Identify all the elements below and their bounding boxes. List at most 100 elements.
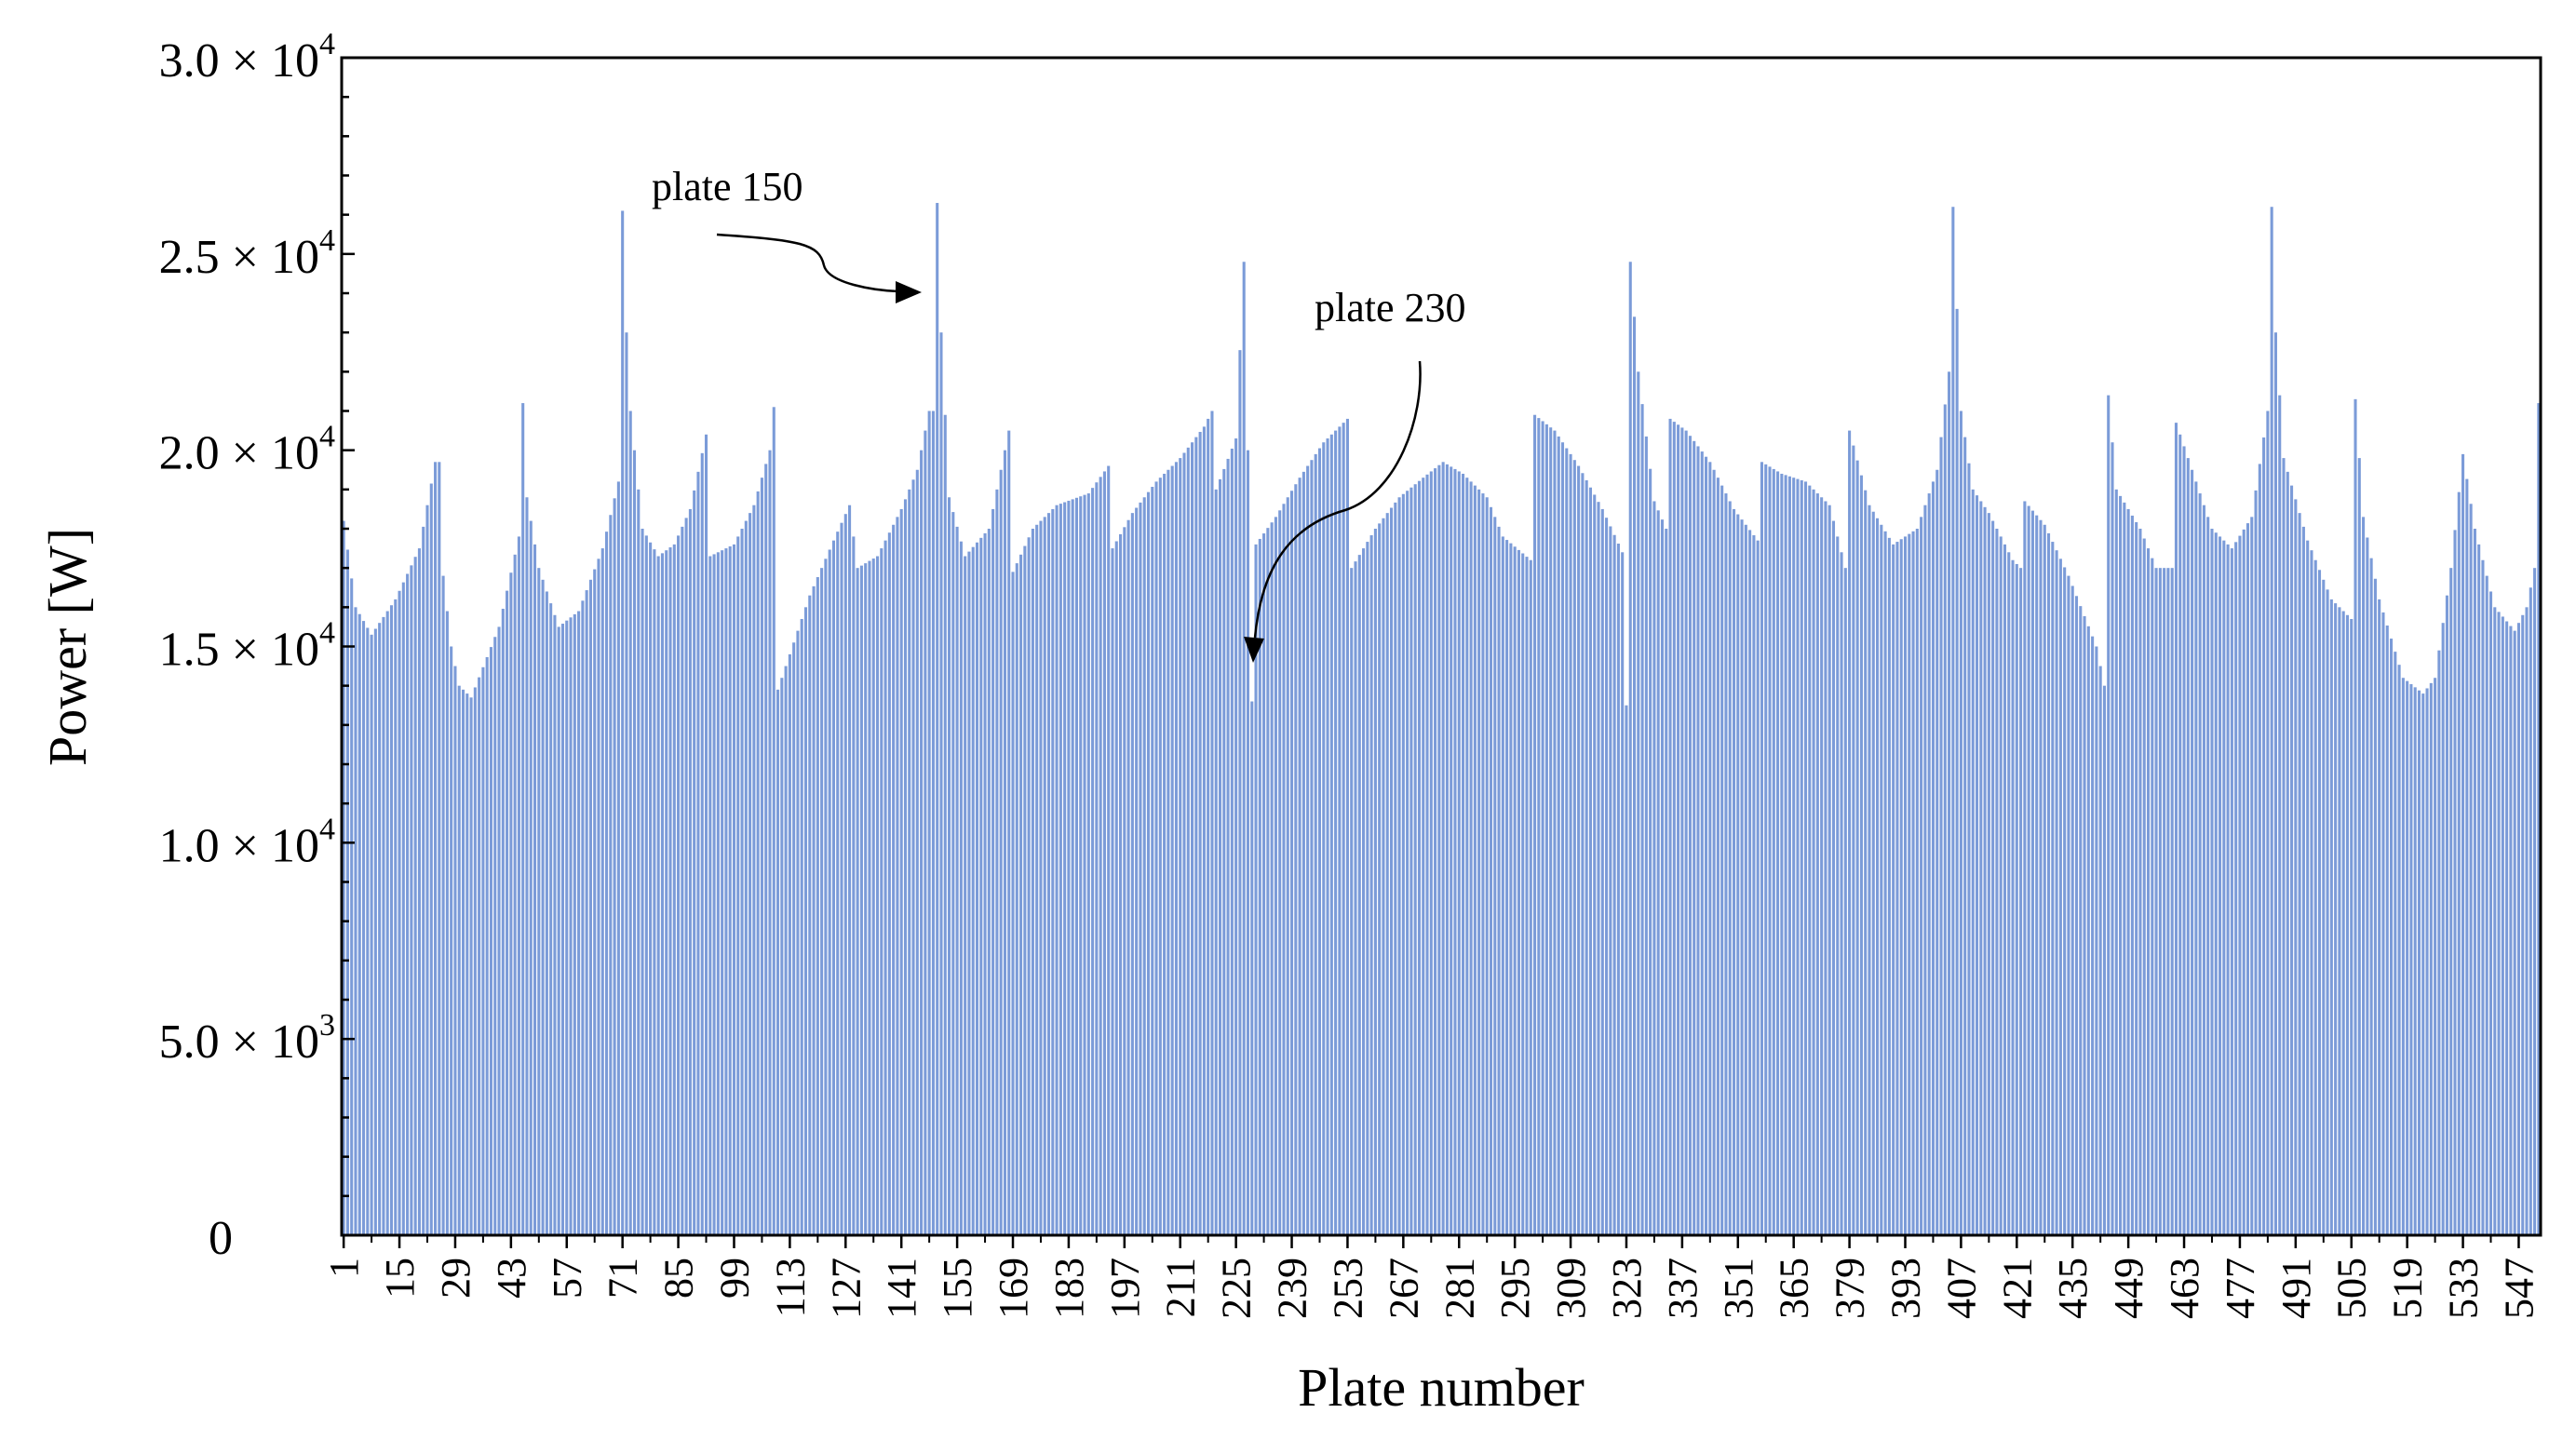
bar-plate-404 — [1948, 371, 1951, 1236]
bar-plate-157 — [964, 556, 967, 1235]
bar-plate-509 — [2366, 537, 2369, 1235]
bar-plate-448 — [2123, 502, 2126, 1235]
bar-plate-189 — [1091, 488, 1095, 1235]
bar-plate-499 — [2326, 589, 2329, 1235]
bar-plate-372 — [1820, 497, 1824, 1235]
x-axis-title: Plate number — [1298, 1357, 1585, 1418]
bar-plate-370 — [1812, 489, 1815, 1235]
bar-plate-259 — [1369, 535, 1373, 1235]
bar-plate-387 — [1880, 524, 1883, 1235]
bar-plate-270 — [1413, 484, 1417, 1235]
bar-plate-199 — [1130, 513, 1134, 1235]
bar-plate-117 — [803, 607, 808, 1235]
bar-plate-494 — [2306, 540, 2310, 1235]
bar-plate-312 — [1581, 473, 1585, 1235]
bar-plate-485 — [2270, 207, 2273, 1236]
bar-plate-165 — [995, 489, 999, 1235]
x-tick-label: 169 — [991, 1258, 1036, 1319]
bar-plate-278 — [1445, 464, 1449, 1236]
bar-plate-220 — [1214, 489, 1218, 1235]
bar-plate-531 — [2453, 530, 2457, 1235]
bar-plate-322 — [1621, 552, 1625, 1235]
bar-plate-371 — [1815, 493, 1819, 1235]
bar-plate-351 — [1736, 514, 1740, 1235]
bar-plate-427 — [2039, 519, 2043, 1235]
bar-plate-326 — [1637, 371, 1640, 1236]
bar-plate-69 — [613, 498, 616, 1235]
x-tick-label: 477 — [2218, 1258, 2263, 1319]
bar-plate-463 — [2182, 446, 2186, 1235]
bar-plate-380 — [1852, 445, 1855, 1235]
bar-plate-247 — [1322, 442, 1326, 1236]
bar-plate-99 — [732, 544, 736, 1235]
bar-plate-320 — [1612, 534, 1616, 1235]
bar-plate-119 — [812, 585, 816, 1235]
bar-plate-469 — [2206, 517, 2210, 1235]
bar-plate-93 — [708, 556, 712, 1235]
bar-plate-76 — [641, 529, 644, 1235]
bar-plate-82 — [665, 550, 668, 1235]
bar-plate-552 — [2537, 403, 2541, 1235]
bar-plate-206 — [1158, 478, 1162, 1235]
bar-plate-345 — [1712, 469, 1716, 1235]
bar-plate-228 — [1246, 450, 1250, 1235]
bar-plate-285 — [1473, 485, 1477, 1235]
bar-plate-383 — [1864, 490, 1868, 1235]
bar-plate-524 — [2425, 688, 2429, 1235]
bar-plate-148 — [927, 410, 931, 1235]
bar-plate-354 — [1748, 530, 1752, 1235]
bar-plate-185 — [1074, 497, 1079, 1235]
bar-plate-32 — [465, 693, 469, 1235]
bar-plate-183 — [1067, 500, 1071, 1235]
bar-plate-304 — [1549, 427, 1553, 1236]
bar-plate-94 — [712, 554, 716, 1235]
bar-plate-425 — [2030, 510, 2034, 1235]
bar-plate-65 — [597, 559, 600, 1235]
bar-plate-355 — [1752, 535, 1756, 1235]
bar-plate-286 — [1477, 489, 1481, 1235]
bar-plate-116 — [800, 618, 803, 1235]
bar-plate-363 — [1784, 475, 1787, 1235]
bar-plate-243 — [1306, 465, 1310, 1235]
bar-plate-190 — [1095, 482, 1099, 1235]
bar-plate-234 — [1270, 522, 1274, 1235]
bar-plate-489 — [2286, 471, 2289, 1235]
bar-plate-299 — [1529, 559, 1532, 1235]
bar-plate-34 — [473, 687, 477, 1235]
bar-plate-9 — [373, 628, 377, 1235]
bar-plate-153 — [948, 497, 951, 1235]
bar-plate-291 — [1497, 526, 1501, 1235]
bar-plate-462 — [2178, 434, 2182, 1235]
bar-plate-347 — [1720, 485, 1724, 1235]
bar-plate-308 — [1565, 448, 1569, 1235]
bar-plate-269 — [1409, 487, 1413, 1235]
bar-plate-443 — [2102, 685, 2106, 1235]
bar-plate-192 — [1102, 471, 1106, 1235]
bar-plate-29 — [453, 666, 457, 1235]
bar-plate-109 — [772, 407, 775, 1235]
bar-plate-179 — [1051, 508, 1055, 1235]
bar-plate-160 — [975, 542, 979, 1235]
bar-plate-335 — [1672, 422, 1676, 1236]
bar-plate-169 — [1011, 572, 1015, 1235]
bar-plate-478 — [2242, 529, 2246, 1235]
bar-plate-449 — [2126, 508, 2130, 1235]
bar-plate-96 — [721, 550, 724, 1235]
x-tick-label: 211 — [1158, 1258, 1204, 1317]
bar-plate-486 — [2273, 332, 2277, 1235]
bar-plate-194 — [1111, 548, 1114, 1235]
bar-plate-534 — [2465, 478, 2469, 1235]
bar-plate-267 — [1401, 493, 1405, 1235]
bar-plate-438 — [2083, 615, 2086, 1235]
bar-plate-290 — [1493, 517, 1497, 1235]
bar-plate-26 — [441, 575, 445, 1235]
bar-plate-104 — [752, 505, 756, 1235]
bar-plate-33 — [469, 697, 473, 1235]
bar-plate-141 — [899, 508, 903, 1235]
x-tick-label: 1 — [321, 1258, 367, 1278]
bar-plate-140 — [896, 517, 899, 1235]
bar-plate-382 — [1859, 475, 1863, 1235]
bar-plate-528 — [2441, 623, 2445, 1235]
bar-plate-245 — [1314, 453, 1317, 1235]
bar-plate-136 — [880, 548, 883, 1235]
